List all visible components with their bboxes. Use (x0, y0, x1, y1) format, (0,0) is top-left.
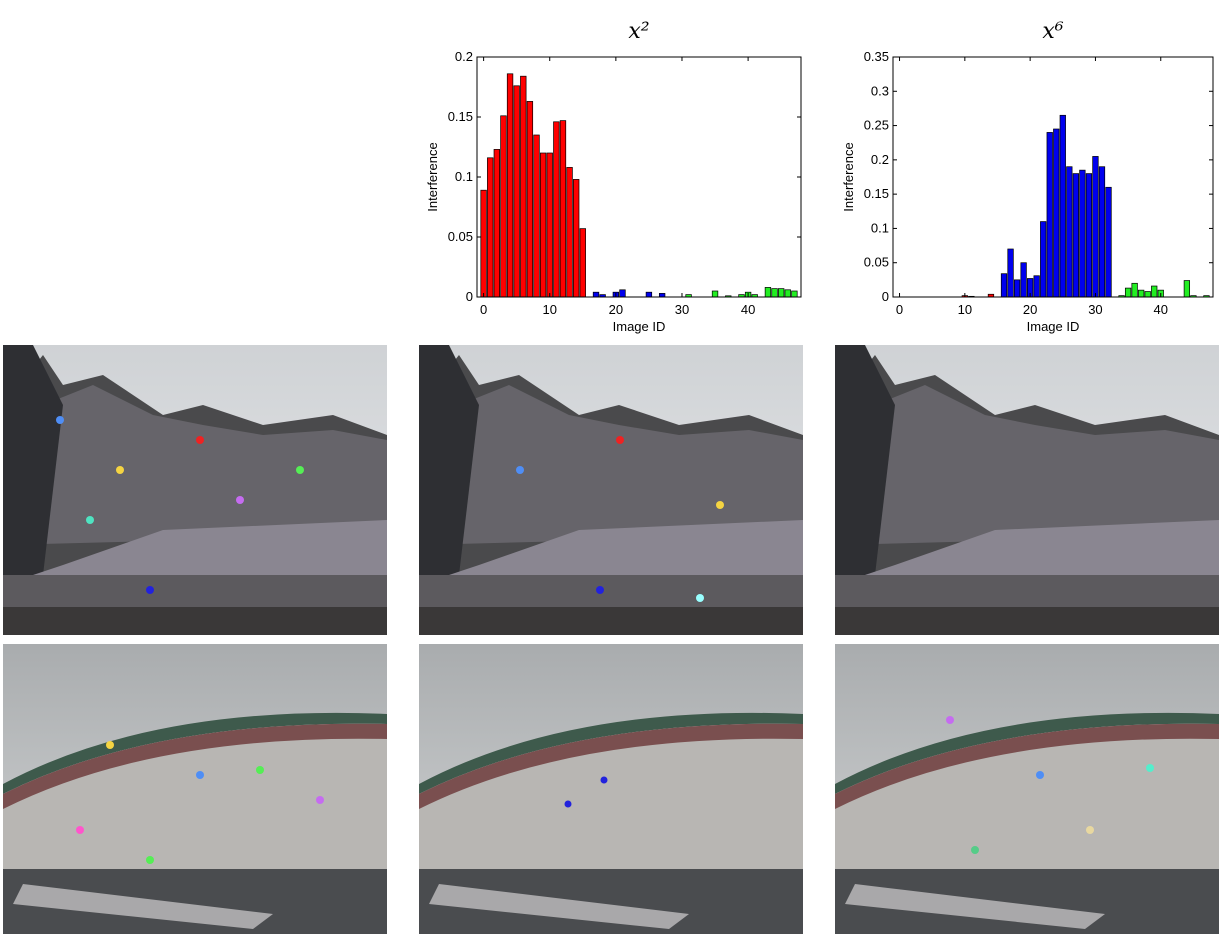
bar (1124, 287, 1132, 298)
bar (546, 152, 553, 298)
photo (3, 345, 387, 635)
bar (658, 293, 666, 298)
x-tick-label: 10 (543, 302, 557, 317)
chart-title: x⁶ (1042, 19, 1063, 44)
bar (778, 288, 785, 298)
bar (764, 287, 772, 298)
bar (619, 289, 626, 298)
bar (592, 291, 600, 298)
x-tick-label: 10 (958, 302, 972, 317)
bar (1053, 128, 1060, 298)
y-tick-label: 0.2 (455, 49, 473, 64)
bar (1144, 291, 1151, 298)
bar (784, 289, 791, 298)
chart-title: x² (628, 19, 649, 44)
bar (480, 189, 487, 298)
bar (533, 134, 540, 298)
photo-row-1 (3, 345, 1219, 635)
photo (3, 644, 387, 934)
bar (1033, 275, 1040, 298)
bar (1013, 279, 1021, 298)
bar (791, 290, 798, 298)
bar (493, 149, 500, 298)
x-axis-label: Image ID (613, 319, 666, 334)
y-tick-label: 0.2 (871, 152, 889, 167)
bar (1072, 173, 1079, 298)
y-tick-label: 0.1 (871, 220, 889, 235)
y-tick-label: 0.3 (871, 83, 889, 98)
bar (645, 291, 653, 298)
x-tick-label: 30 (675, 302, 689, 317)
bar (711, 290, 719, 298)
plot-frame (476, 56, 802, 298)
feature-dots (56, 416, 1154, 864)
x-tick-label: 0 (896, 302, 903, 317)
plot-frame (892, 56, 1214, 298)
x-axis-label: Image ID (1027, 319, 1080, 334)
photo (835, 345, 1219, 635)
photo (419, 345, 803, 635)
x-tick-label: 40 (741, 302, 755, 317)
y-tick-label: 0 (466, 289, 473, 304)
bar (1020, 262, 1027, 298)
bar (539, 152, 547, 298)
y-tick-label: 0 (882, 289, 889, 304)
x-tick-label: 20 (1023, 302, 1037, 317)
bar (500, 115, 507, 298)
bar (526, 101, 534, 298)
x-tick-label: 30 (1088, 302, 1102, 317)
bar (1000, 273, 1008, 298)
bar (487, 157, 494, 298)
y-axis-label: Interference (841, 142, 856, 211)
y-tick-label: 0.15 (448, 109, 473, 124)
bar (579, 228, 586, 298)
bar (1092, 156, 1099, 298)
y-tick-label: 0.25 (864, 118, 889, 133)
bar (506, 73, 514, 298)
bar (1040, 221, 1047, 298)
bar (1046, 132, 1053, 298)
y-tick-label: 0.05 (864, 255, 889, 270)
bar (1138, 289, 1145, 298)
bar (566, 167, 573, 298)
photo (835, 644, 1219, 934)
bar (1085, 173, 1093, 298)
bar (1059, 114, 1066, 298)
bar (1007, 248, 1014, 298)
photo (419, 644, 803, 934)
bar (520, 75, 527, 298)
bar (1079, 169, 1086, 298)
bar (553, 121, 560, 298)
photo-row-2 (3, 644, 1219, 934)
y-axis-label: Interference (425, 142, 440, 211)
bar (1066, 166, 1073, 298)
bar (1105, 186, 1112, 298)
x-tick-label: 20 (609, 302, 623, 317)
bar (573, 179, 580, 298)
x-tick-label: 0 (480, 302, 487, 317)
bar (559, 120, 567, 298)
bar (1131, 282, 1138, 298)
y-tick-label: 0.05 (448, 229, 473, 244)
y-tick-label: 0.1 (455, 169, 473, 184)
bar (1151, 285, 1158, 298)
y-tick-label: 0.15 (864, 186, 889, 201)
bar (1183, 280, 1191, 298)
x-tick-label: 40 (1154, 302, 1168, 317)
y-tick-label: 0.35 (864, 49, 889, 64)
bar (513, 85, 520, 298)
bar (771, 288, 778, 298)
bar (1098, 166, 1106, 298)
